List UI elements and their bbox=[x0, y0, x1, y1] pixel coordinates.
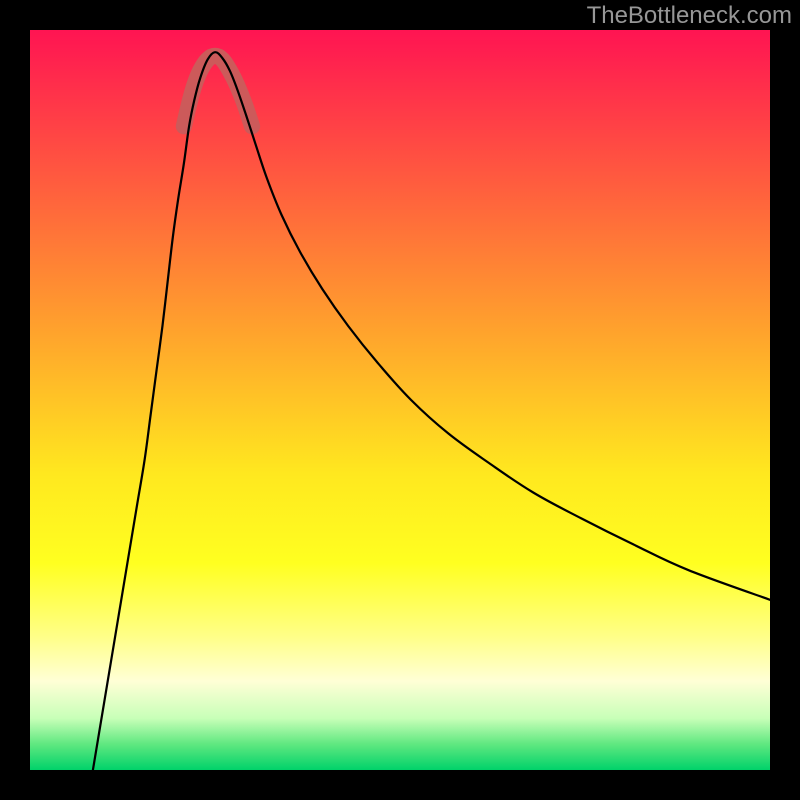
plot-area bbox=[30, 30, 770, 770]
chart-container: TheBottleneck.com bbox=[0, 0, 800, 800]
bottleneck-chart-svg bbox=[30, 30, 770, 770]
watermark-text: TheBottleneck.com bbox=[587, 2, 792, 30]
gradient-background bbox=[30, 30, 770, 770]
